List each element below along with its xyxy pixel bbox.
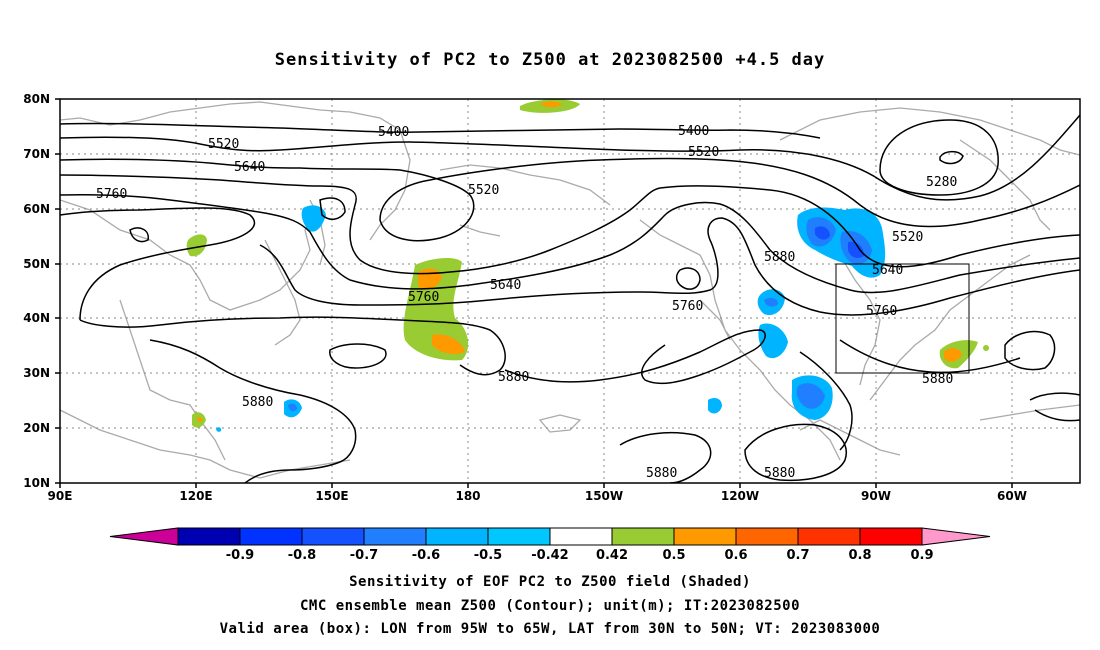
colorbar-segment — [177, 527, 241, 546]
lat-label: 10N — [23, 476, 50, 490]
contour-label: 5880 — [922, 372, 953, 387]
latitude-labels: 80N 70N 60N 50N 40N 30N 20N 10N — [23, 92, 50, 490]
colorbar-label: -0.42 — [531, 548, 568, 563]
lon-label: 60W — [997, 489, 1027, 503]
lat-label: 30N — [23, 366, 50, 380]
colorbar-segment — [487, 527, 551, 546]
colorbar-label: 0.8 — [848, 548, 871, 563]
colorbar-arrow-low — [109, 527, 179, 546]
contour-label: 5880 — [242, 395, 273, 410]
colorbar-label: -0.6 — [412, 548, 440, 563]
contour-label: 5520 — [468, 183, 499, 198]
colorbar-segment — [239, 527, 303, 546]
lon-label: 150W — [585, 489, 623, 503]
contour-label: 5880 — [764, 466, 795, 481]
colorbar-segment — [363, 527, 427, 546]
negative-patch — [288, 403, 297, 412]
lat-label: 60N — [23, 202, 50, 216]
negative-patch — [708, 398, 722, 414]
z500-contours — [60, 114, 1080, 483]
colorbar-label: -0.9 — [226, 548, 254, 563]
map-frame — [59, 98, 1081, 484]
lat-label: 20N — [23, 421, 50, 435]
sensitivity-shading — [186, 99, 989, 432]
colorbar-segment — [549, 527, 613, 546]
colorbar-segment — [301, 527, 365, 546]
colorbar-segment — [859, 527, 923, 546]
contour-label: 5520 — [208, 137, 239, 152]
colorbar-label: 0.7 — [786, 548, 809, 563]
contour-label: 5640 — [872, 263, 903, 278]
contour-label: 5880 — [764, 250, 795, 265]
lon-label: 120W — [721, 489, 759, 503]
colorbar-label: 0.5 — [662, 548, 685, 563]
negative-patch — [848, 241, 864, 258]
plot-title: Sensitivity of PC2 to Z500 at 2023082500… — [274, 50, 826, 70]
colorbar-segment — [797, 527, 861, 546]
valid-area-box — [835, 263, 970, 374]
colorbar: -0.9 -0.8 -0.7 -0.6 -0.5 -0.42 0.42 0.5 0.6 0.7 0.… — [109, 527, 991, 563]
contour-label: 5880 — [498, 370, 529, 385]
lon-label: 90E — [48, 489, 73, 503]
contour-label: 5760 — [408, 290, 439, 305]
contour-labels: 5400 5400 5520 5520 5520 5520 5640 5640 … — [96, 124, 957, 481]
colorbar-segment — [735, 527, 799, 546]
contour-label: 5520 — [688, 145, 719, 160]
contour-label: 5640 — [234, 160, 265, 175]
coastlines — [60, 101, 1080, 479]
contour-label: 5760 — [672, 299, 703, 314]
negative-patch — [764, 297, 778, 307]
negative-patch — [216, 427, 222, 432]
lon-label: 90W — [861, 489, 891, 503]
negative-patch — [301, 205, 326, 232]
colorbar-label: -0.5 — [474, 548, 502, 563]
positive-patch — [186, 234, 207, 257]
contour-label: 5400 — [678, 124, 709, 139]
grid-lines — [60, 99, 1080, 483]
colorbar-label: -0.7 — [350, 548, 378, 563]
contour-label: 5520 — [892, 230, 923, 245]
contour-label: 5760 — [96, 187, 127, 202]
colorbar-segment — [425, 527, 489, 546]
colorbar-label: 0.9 — [910, 548, 933, 563]
negative-patch — [815, 226, 830, 240]
lat-label: 50N — [23, 257, 50, 271]
lon-label: 150E — [315, 489, 348, 503]
colorbar-label: -0.8 — [288, 548, 316, 563]
lat-label: 40N — [23, 311, 50, 325]
colorbar-arrow-high — [921, 527, 991, 546]
contour-label: 5280 — [926, 175, 957, 190]
contour-label: 5640 — [490, 278, 521, 293]
lon-label: 180 — [455, 489, 480, 503]
negative-patch — [758, 323, 788, 359]
colorbar-label: 0.42 — [596, 548, 628, 563]
negative-patch — [796, 383, 825, 409]
positive-patch — [432, 334, 465, 354]
colorbar-segment — [673, 527, 737, 546]
positive-patch — [540, 101, 562, 108]
positive-patch — [944, 348, 962, 362]
colorbar-segment — [611, 527, 675, 546]
colorbar-label: 0.6 — [724, 548, 747, 563]
lat-label: 80N — [23, 92, 50, 106]
contour-label: 5880 — [646, 466, 677, 481]
positive-patch — [197, 417, 203, 422]
longitude-labels: 90E 120E 150E 180 150W 120W 90W 60W — [48, 489, 1027, 503]
tick-marks — [55, 98, 1013, 488]
lon-label: 120E — [179, 489, 212, 503]
contour-label: 5400 — [378, 125, 409, 140]
caption-line-3: Valid area (box): LON from 95W to 65W, L… — [219, 621, 881, 637]
caption-line-2: CMC ensemble mean Z500 (Contour); unit(m… — [299, 598, 800, 614]
lat-label: 70N — [23, 147, 50, 161]
caption-line-1: Sensitivity of EOF PC2 to Z500 field (Sh… — [349, 574, 751, 590]
contour-label: 5760 — [866, 304, 897, 319]
